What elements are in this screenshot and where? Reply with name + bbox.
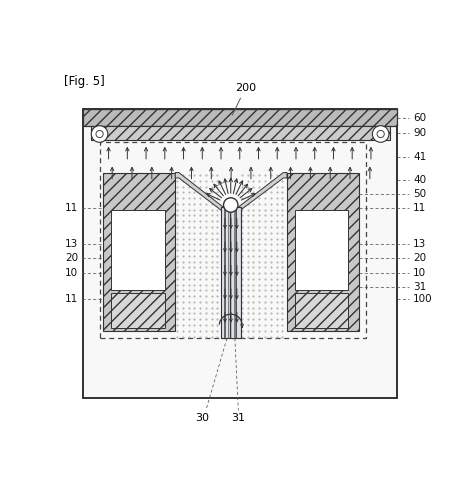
Text: 100: 100: [413, 294, 433, 304]
Text: 30: 30: [195, 413, 209, 423]
Bar: [112, 293, 165, 327]
Circle shape: [377, 130, 384, 138]
Text: 11: 11: [413, 203, 426, 212]
Bar: [295, 293, 348, 327]
Text: 90: 90: [413, 128, 426, 138]
Text: 13: 13: [413, 239, 426, 248]
Text: 41: 41: [413, 152, 426, 162]
Circle shape: [91, 126, 108, 142]
Bar: [91, 126, 390, 140]
Polygon shape: [175, 173, 223, 211]
Bar: [112, 210, 165, 290]
Text: 60: 60: [413, 113, 426, 122]
Bar: [295, 210, 348, 290]
Bar: [221, 207, 241, 338]
Text: 50: 50: [413, 189, 426, 199]
Text: 11: 11: [65, 203, 78, 212]
Text: 10: 10: [65, 268, 78, 279]
Text: 10: 10: [413, 268, 426, 279]
Text: 20: 20: [413, 253, 426, 263]
Text: 40: 40: [413, 175, 426, 185]
Text: 11: 11: [65, 294, 78, 304]
Bar: [221, 207, 241, 338]
Text: 31: 31: [413, 282, 426, 292]
Text: 20: 20: [65, 253, 78, 263]
Circle shape: [96, 130, 103, 138]
Polygon shape: [239, 173, 287, 211]
Circle shape: [372, 126, 389, 142]
Bar: [100, 142, 366, 338]
Bar: [83, 109, 397, 398]
Circle shape: [224, 198, 238, 212]
Bar: [287, 173, 359, 331]
Text: 31: 31: [231, 413, 246, 423]
Text: 200: 200: [232, 83, 256, 115]
Text: [Fig. 5]: [Fig. 5]: [64, 75, 104, 88]
Bar: [83, 109, 397, 126]
Text: 13: 13: [65, 239, 78, 248]
Bar: [103, 173, 175, 331]
